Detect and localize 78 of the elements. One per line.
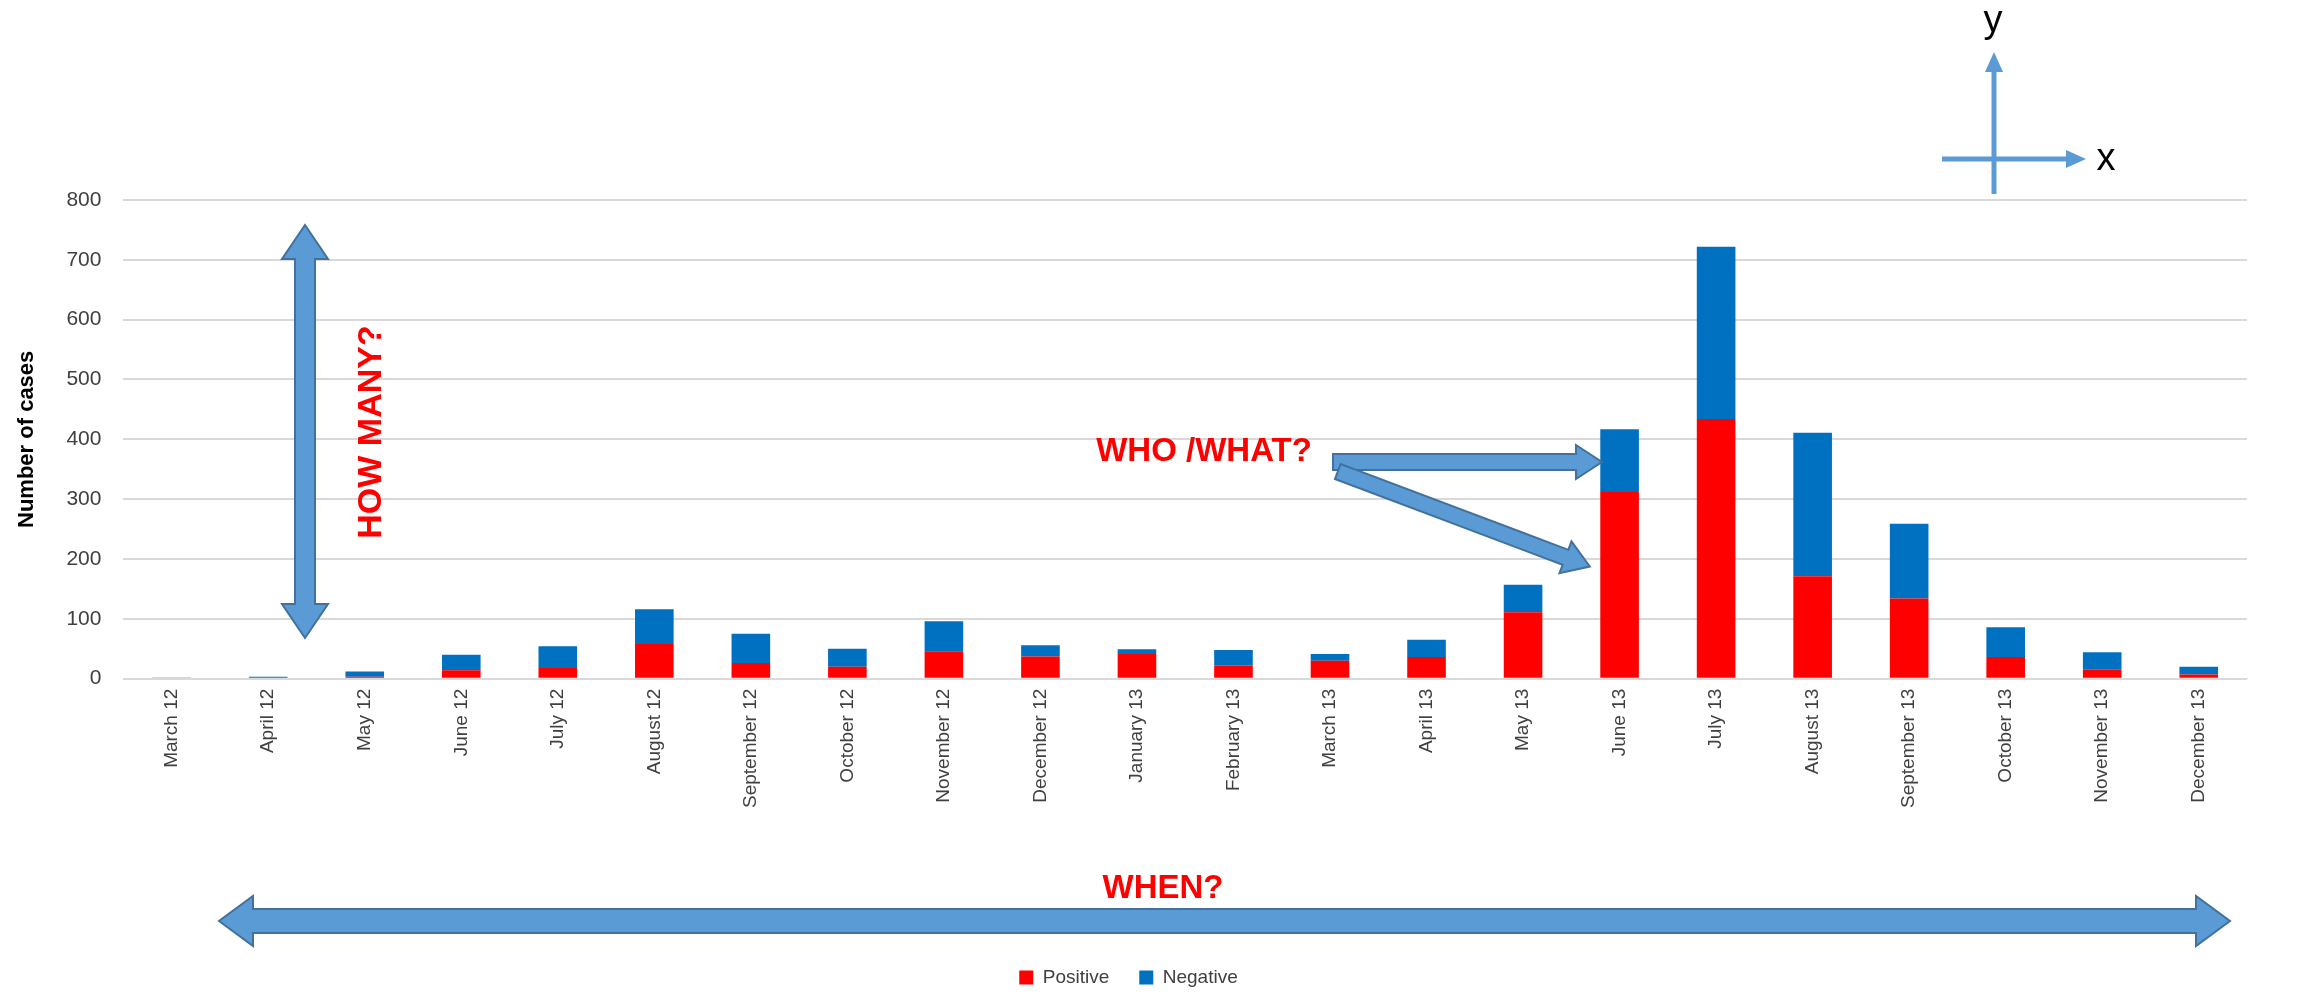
bar: [1600, 491, 1639, 678]
bar: [924, 651, 964, 678]
y-tick-label: 700: [66, 246, 102, 270]
bar: [538, 667, 578, 678]
bar: [924, 621, 964, 652]
bar: [1310, 660, 1350, 678]
y-axis-title: Number of cases: [13, 350, 39, 528]
x-tick-label: October 12: [835, 688, 857, 783]
x-tick-label: February 13: [1221, 688, 1243, 792]
bar: [1889, 523, 1929, 599]
x-tick-label: December 12: [1028, 688, 1050, 803]
bar: [635, 609, 674, 644]
x-tick-label: March 12: [159, 688, 181, 768]
bar: [1021, 656, 1060, 678]
y-tick-label: 800: [66, 186, 102, 210]
bar: [1793, 432, 1832, 577]
bar: [1793, 576, 1832, 678]
x-tick-label: April 13: [1414, 688, 1436, 754]
y-tick-label: 500: [66, 366, 102, 390]
bar: [1310, 654, 1350, 661]
text: WHEN?: [1102, 868, 1224, 906]
annotation: HOW MANY?: [350, 325, 389, 539]
bar: [731, 633, 771, 664]
legend-label: Positive: [1042, 965, 1110, 987]
x-tick-label: January 13: [1125, 688, 1147, 783]
bar: [1696, 246, 1736, 419]
bar: [828, 666, 867, 678]
y-tick-label: 300: [66, 485, 102, 509]
x-tick-label: July 13: [1704, 688, 1726, 749]
y-tick-label: 600: [66, 306, 102, 330]
bar: [2179, 674, 2219, 678]
bar: [345, 671, 385, 677]
x-tick-label: August 13: [1800, 688, 1822, 775]
bar: [828, 648, 867, 667]
text: x: [2096, 136, 2116, 179]
bar: [1407, 657, 1446, 678]
bar: [538, 646, 578, 668]
y-tick-label: 400: [66, 426, 102, 450]
bar: [1696, 418, 1736, 678]
x-tick-label: December 13: [2186, 688, 2208, 803]
bar: [1407, 639, 1446, 658]
annotation: WHO /WHAT?: [1096, 431, 1312, 469]
bar: [1600, 429, 1639, 492]
y-tick-label: 0: [89, 665, 102, 689]
legend-label: Negative: [1162, 965, 1238, 987]
x-tick-label: November 12: [932, 688, 954, 803]
bar: [441, 654, 481, 671]
bar: [1889, 598, 1929, 678]
bar: [2082, 669, 2122, 678]
bar: [635, 643, 674, 678]
bar: [1021, 645, 1060, 657]
bar: [1503, 584, 1543, 613]
bar: [1214, 649, 1253, 666]
x-tick-label: July 12: [546, 688, 568, 749]
x-tick-label: June 12: [449, 688, 471, 757]
x-tick-label: August 12: [642, 688, 664, 775]
x-tick-label: May 12: [352, 688, 374, 751]
x-tick-label: May 13: [1511, 688, 1533, 751]
bar: [2179, 666, 2219, 675]
bar: [1986, 627, 2025, 658]
x-tick-label: March 13: [1318, 688, 1340, 768]
bar: [441, 670, 481, 678]
bar: [731, 663, 771, 678]
x-tick-label: October 13: [1993, 688, 2015, 783]
x-tick-label: September 12: [739, 688, 761, 809]
bar: [1214, 665, 1253, 678]
x-tick-label: November 13: [2090, 688, 2112, 803]
bar: [1503, 612, 1543, 678]
bar: [1986, 657, 2025, 678]
bar: [1117, 654, 1157, 678]
x-tick-label: September 13: [1897, 688, 1919, 809]
text: y: [1983, 0, 2003, 41]
bar: [2082, 652, 2122, 670]
bar: [1117, 649, 1157, 655]
x-tick-label: April 12: [256, 688, 278, 754]
y-tick-label: 100: [66, 605, 102, 629]
y-tick-label: 200: [66, 545, 102, 569]
x-tick-label: June 13: [1607, 688, 1629, 757]
